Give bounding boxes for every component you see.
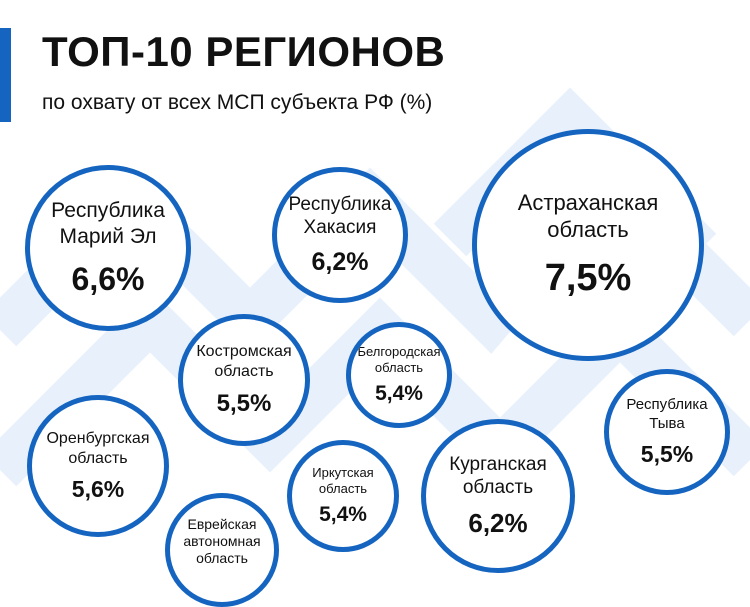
region-name-line: область: [318, 480, 368, 496]
region-name-line: Тыва: [649, 414, 685, 432]
bubble-khakasia: Республика Хакасия 6,2%: [272, 167, 408, 303]
region-name-line: Костромская: [196, 343, 292, 361]
region-name-line: Еврейская: [187, 516, 257, 532]
region-name-line: Хакасия: [303, 217, 377, 238]
value-label: 6,6%: [71, 260, 145, 297]
region-name: Костромская область: [196, 342, 291, 381]
value-label: 6,2%: [468, 508, 528, 539]
region-name: Республика Марий Эл: [51, 198, 165, 249]
region-name-line: область: [462, 477, 534, 498]
region-name-line: область: [214, 363, 274, 380]
page-subtitle: по охвату от всех МСП субъекта РФ (%): [42, 91, 433, 114]
value-label: 5,4%: [375, 382, 423, 406]
value-label: 6,2%: [311, 248, 369, 277]
region-name-line: Иркутская: [312, 464, 374, 480]
region-name: Оренбургская область: [46, 429, 149, 468]
region-name: Астраханская область: [518, 190, 659, 244]
region-name-line: Астраханская: [517, 190, 659, 216]
region-name-line: автономная: [183, 533, 261, 550]
region-name: Иркутская область: [312, 465, 373, 497]
region-name-line: Марий Эл: [59, 225, 157, 248]
bubble-orenburg: Оренбургская область 5,6%: [27, 395, 169, 537]
region-name-line: область: [68, 449, 128, 467]
bubble-kurgan: Курганская область 6,2%: [421, 419, 575, 573]
region-name: Курганская область: [449, 453, 547, 499]
bubble-kostroma: Костромская область 5,5%: [178, 314, 310, 446]
bubble-belgorod: Белгородская область 5,4%: [346, 322, 452, 428]
region-name: Еврейская автономная область: [183, 516, 260, 567]
bubble-mariy-el: Республика Марий Эл 6,6%: [25, 165, 191, 331]
region-name-line: область: [196, 550, 248, 567]
value-label: 5,5%: [216, 389, 272, 417]
region-name-line: Республика: [288, 193, 392, 215]
region-name-line: Республика: [51, 199, 165, 223]
region-name-line: Республика: [626, 396, 708, 414]
value-label: 5,5%: [640, 440, 694, 467]
title-accent-bar: [0, 28, 11, 122]
bubble-astrakhan: Астраханская область 7,5%: [472, 129, 704, 361]
page-title: ТОП-10 РЕГИОНОВ: [42, 28, 446, 75]
bubble-tyva: Республика Тыва 5,5%: [604, 369, 730, 495]
region-name: Белгородская область: [357, 344, 440, 376]
value-label: 5,6%: [71, 476, 125, 503]
value-label: 7,5%: [544, 256, 632, 299]
region-name-line: область: [547, 217, 629, 242]
value-label: 5,4%: [319, 503, 367, 527]
region-name: Республика Тыва: [626, 396, 707, 433]
bubble-irkutsk: Иркутская область 5,4%: [287, 440, 399, 552]
bubble-evreyskaya: Еврейская автономная область: [165, 493, 279, 607]
region-name-line: Белгородская: [357, 343, 441, 359]
region-name-line: Курганская: [449, 453, 547, 475]
region-name-line: Оренбургская: [46, 429, 150, 447]
region-name: Республика Хакасия: [289, 193, 392, 239]
region-name-line: область: [374, 359, 424, 375]
